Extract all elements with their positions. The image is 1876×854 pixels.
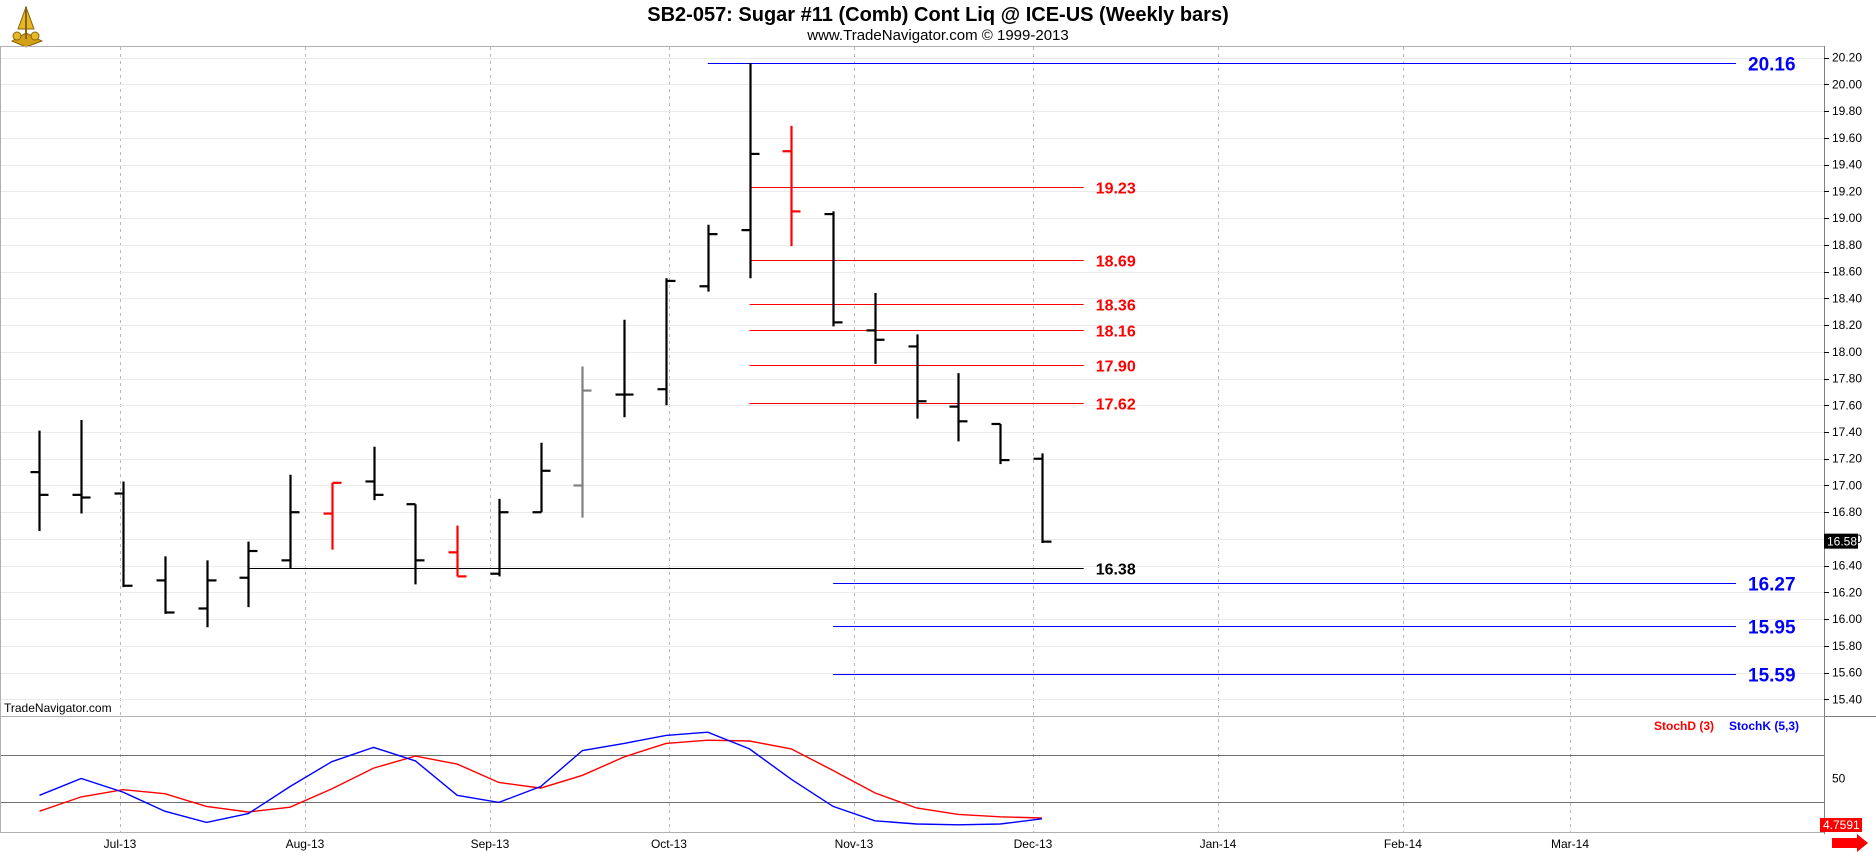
osc-y-tick-label: 50 bbox=[1832, 771, 1846, 785]
ohlc-bar bbox=[532, 442, 551, 514]
level-label: 16.38 bbox=[1096, 562, 1136, 579]
y-tick-label: 20.20 bbox=[1832, 51, 1862, 65]
level-label: 15.95 bbox=[1748, 618, 1796, 639]
y-tick-label: 19.80 bbox=[1832, 104, 1862, 118]
y-tick-label: 18.80 bbox=[1832, 238, 1862, 252]
y-axis: 15.4015.6015.8016.0016.2016.4016.6016.80… bbox=[1824, 51, 1862, 706]
y-tick-label: 18.40 bbox=[1832, 291, 1862, 305]
y-tick-label: 17.00 bbox=[1832, 478, 1862, 492]
ohlc-bar bbox=[281, 474, 300, 569]
x-tick-label: Mar-14 bbox=[1551, 837, 1589, 851]
y-tick-label: 16.20 bbox=[1832, 585, 1862, 599]
ohlc-bar bbox=[991, 422, 1010, 465]
price-panel-frame bbox=[0, 46, 1825, 717]
chart-subtitle: www.TradeNavigator.com © 1999-2013 bbox=[806, 27, 1068, 44]
x-tick-label: Jan-14 bbox=[1200, 837, 1237, 851]
ohlc-bar bbox=[657, 278, 676, 406]
ohlc-bar bbox=[323, 481, 342, 550]
ohlc-bar bbox=[949, 373, 968, 442]
ohlc-bar bbox=[198, 560, 217, 628]
y-tick-label: 19.60 bbox=[1832, 131, 1862, 145]
level-label: 18.69 bbox=[1096, 254, 1136, 271]
y-tick-label: 17.40 bbox=[1832, 425, 1862, 439]
level-lines: 20.16 19.23 18.69 18.36 18.16 17.90 17.62 16.38… bbox=[248, 55, 1796, 687]
right-arrow-icon[interactable] bbox=[1832, 834, 1868, 852]
y-tick-label: 17.60 bbox=[1832, 398, 1862, 412]
x-tick-label: Oct-13 bbox=[651, 837, 687, 851]
ohlc-bar bbox=[156, 556, 175, 614]
level-label: 17.62 bbox=[1096, 397, 1136, 414]
y-tick-label: 20.00 bbox=[1832, 77, 1862, 91]
y-tick-label: 19.40 bbox=[1832, 158, 1862, 172]
ohlc-bar bbox=[490, 498, 509, 577]
ohlc-bar bbox=[406, 503, 425, 585]
trade-navigator-logo-icon bbox=[10, 5, 44, 48]
header-bar bbox=[0, 0, 1876, 46]
osc-legend-entry: StochK (5,3) bbox=[1729, 719, 1799, 733]
y-tick-label: 15.60 bbox=[1832, 666, 1862, 680]
ohlc-bar bbox=[1033, 453, 1052, 543]
svg-text:4.7591: 4.7591 bbox=[1823, 818, 1860, 832]
x-tick-label: Nov-13 bbox=[835, 837, 874, 851]
x-tick-label: Feb-14 bbox=[1384, 837, 1422, 851]
ohlc-bar bbox=[866, 292, 885, 364]
y-tick-label: 18.60 bbox=[1832, 265, 1862, 279]
ohlc-bar bbox=[365, 446, 384, 501]
chart-title: SB2-057: Sugar #11 (Comb) Cont Liq @ ICE… bbox=[647, 4, 1228, 26]
ohlc-bars bbox=[30, 63, 1052, 628]
level-label: 15.59 bbox=[1748, 666, 1796, 687]
x-axis: Jul-13 Aug-13 Sep-13 Oct-13 Nov-13 Dec-13 Jan-… bbox=[104, 837, 1590, 851]
ohlc-bar bbox=[72, 419, 91, 514]
y-tick-label: 19.00 bbox=[1832, 211, 1862, 225]
ohlc-bar bbox=[782, 125, 801, 247]
level-label: 20.16 bbox=[1748, 55, 1796, 76]
x-tick-label: Jul-13 bbox=[104, 837, 137, 851]
oscillator-panel-frame bbox=[0, 716, 1825, 833]
y-tick-label: 15.40 bbox=[1832, 692, 1862, 706]
y-tick-label: 17.20 bbox=[1832, 452, 1862, 466]
y-tick-label: 16.40 bbox=[1832, 559, 1862, 573]
osc-legend-entry: StochD (3) bbox=[1654, 719, 1714, 733]
last-price-tag: 16.58 bbox=[1824, 533, 1858, 549]
ohlc-bar bbox=[699, 224, 718, 292]
ohlc-bar bbox=[908, 334, 927, 419]
y-tick-label: 16.00 bbox=[1832, 612, 1862, 626]
level-label: 17.90 bbox=[1096, 359, 1136, 376]
y-tick-label: 16.80 bbox=[1832, 505, 1862, 519]
ohlc-bar bbox=[239, 541, 258, 608]
ohlc-bar bbox=[573, 366, 592, 518]
x-tick-label: Dec-13 bbox=[1014, 837, 1053, 851]
x-tick-label: Aug-13 bbox=[286, 837, 325, 851]
osc-series-line bbox=[39, 731, 1042, 826]
level-label: 18.36 bbox=[1096, 298, 1136, 315]
ohlc-bar bbox=[741, 63, 760, 279]
x-tick-label: Sep-13 bbox=[471, 837, 510, 851]
level-label: 18.16 bbox=[1096, 324, 1136, 341]
stochastic-oscillator: 50 StochD (3) StochK (5,3) bbox=[1, 719, 1846, 826]
grid bbox=[1, 47, 1824, 832]
svg-text:16.58: 16.58 bbox=[1827, 535, 1857, 549]
watermark: TradeNavigator.com bbox=[4, 701, 112, 715]
ohlc-bar bbox=[114, 481, 133, 588]
level-label: 19.23 bbox=[1096, 181, 1136, 198]
y-tick-label: 19.20 bbox=[1832, 184, 1862, 198]
ohlc-bar bbox=[824, 211, 843, 327]
y-tick-label: 18.20 bbox=[1832, 318, 1862, 332]
y-tick-label: 17.80 bbox=[1832, 372, 1862, 386]
ohlc-bar bbox=[615, 319, 634, 418]
ohlc-bar bbox=[448, 525, 467, 578]
oscillator-value-tag: 4.7591 bbox=[1820, 818, 1862, 832]
y-tick-label: 18.00 bbox=[1832, 345, 1862, 359]
level-label: 16.27 bbox=[1748, 575, 1796, 596]
osc-series-line bbox=[39, 739, 1042, 819]
ohlc-bar bbox=[30, 430, 49, 531]
y-tick-label: 15.80 bbox=[1832, 639, 1862, 653]
